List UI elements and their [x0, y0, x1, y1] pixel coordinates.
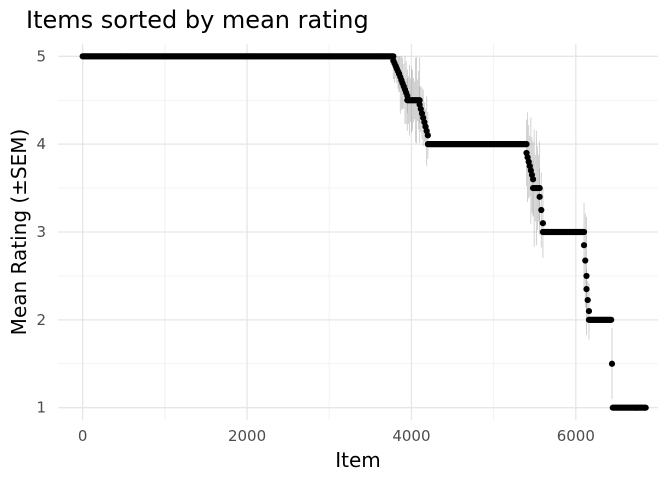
data-point	[538, 206, 545, 214]
data-point	[536, 184, 543, 192]
data-point	[580, 242, 588, 249]
x-tick-label: 2000	[228, 427, 266, 445]
data-point	[580, 228, 588, 236]
data-point	[585, 307, 593, 315]
data-points	[79, 53, 649, 411]
data-point	[424, 132, 431, 139]
y-tick-label: 3	[36, 223, 46, 241]
data-point	[583, 272, 590, 280]
y-tick-label: 1	[36, 399, 46, 417]
x-tick-label: 0	[78, 427, 88, 445]
y-axis-tick-labels: 1 2 3 4 5	[36, 47, 46, 416]
data-point	[529, 176, 537, 183]
data-point	[584, 296, 591, 304]
y-tick-label: 4	[36, 135, 46, 153]
data-point	[642, 404, 649, 411]
data-point	[523, 141, 530, 148]
chart-title: Items sorted by mean rating	[26, 6, 369, 34]
y-tick-label: 2	[36, 311, 46, 329]
data-point	[536, 193, 543, 200]
x-axis-title: Item	[335, 448, 381, 472]
data-point	[583, 286, 590, 293]
data-point	[416, 97, 423, 104]
data-point	[582, 257, 589, 264]
data-point	[608, 360, 616, 367]
x-tick-label: 4000	[392, 427, 430, 445]
y-axis-title: Mean Rating (±SEM)	[7, 129, 31, 336]
x-axis-tick-labels: 0 2000 4000 6000	[78, 427, 595, 445]
data-point	[539, 220, 547, 227]
x-tick-label: 6000	[557, 427, 595, 445]
y-tick-label: 5	[36, 47, 46, 65]
data-point	[390, 53, 397, 60]
data-point	[608, 316, 615, 323]
